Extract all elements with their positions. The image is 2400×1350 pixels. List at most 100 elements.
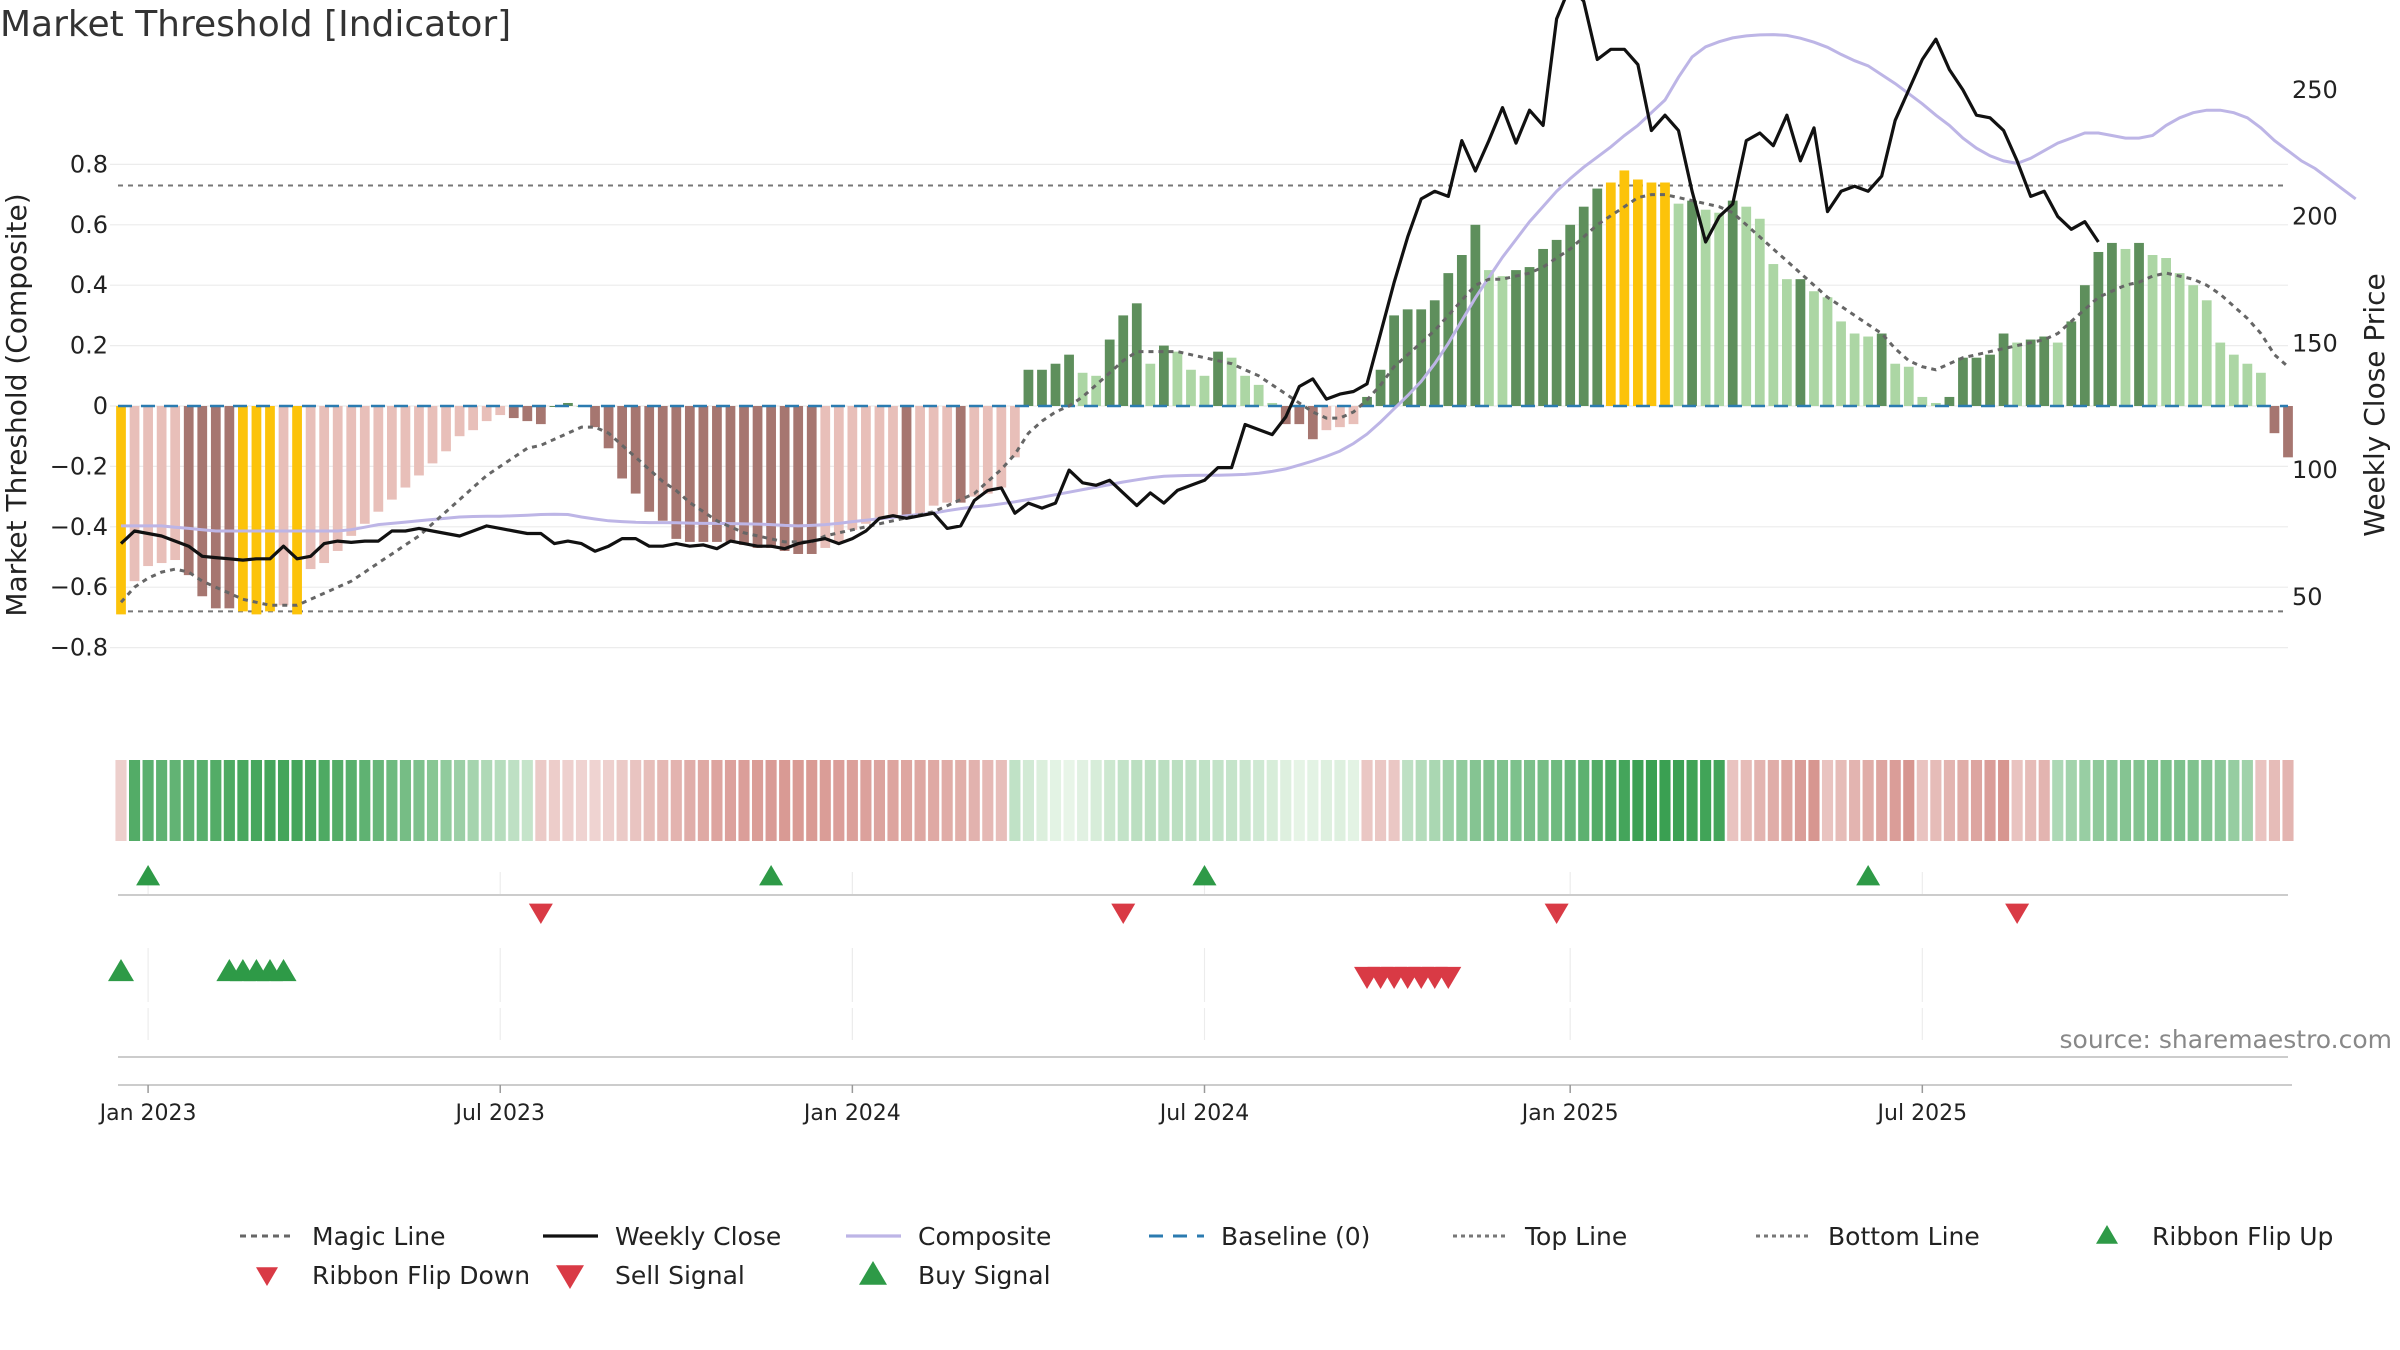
ribbon-cell xyxy=(711,760,723,841)
composite-bar xyxy=(928,406,939,506)
composite-bar xyxy=(1971,357,1982,406)
composite-bar xyxy=(1782,279,1792,406)
ribbon-cell xyxy=(1916,760,1928,841)
legend-triangle-up-icon xyxy=(2096,1225,2118,1244)
composite-bar xyxy=(1511,270,1521,406)
ribbon-cell xyxy=(982,760,994,841)
ribbon-cell xyxy=(589,760,601,841)
ribbon-cell xyxy=(1510,760,1522,841)
composite-bar xyxy=(1389,315,1399,406)
composite-bar xyxy=(1849,333,1860,406)
composite-bar xyxy=(129,406,140,582)
composite-bar xyxy=(1470,224,1481,406)
composite-bar xyxy=(861,406,871,524)
composite-bar xyxy=(752,406,763,548)
composite-bar xyxy=(1836,321,1846,406)
y-tick-label: 0.2 xyxy=(70,332,108,360)
ribbon-cell xyxy=(277,760,290,841)
buy-signal-marker xyxy=(108,959,134,982)
composite-bar xyxy=(1917,396,1928,406)
x-tick-label: Jan 2024 xyxy=(802,1101,901,1126)
legend-item: Composite xyxy=(846,1222,1051,1251)
composite-bar xyxy=(373,406,384,512)
y-right-tick-label: 200 xyxy=(2292,203,2338,231)
ribbon-cell xyxy=(1821,760,1834,841)
ribbon-cell xyxy=(1347,760,1360,841)
ribbon-cell xyxy=(1320,760,1332,841)
composite-bar xyxy=(1429,300,1440,406)
ribbon-cell xyxy=(1429,760,1441,841)
legend-label: Sell Signal xyxy=(615,1261,745,1290)
composite-bar xyxy=(332,406,343,551)
composite-bar xyxy=(2093,251,2104,406)
ribbon-cell xyxy=(2065,760,2077,841)
composite-bar xyxy=(1592,188,1603,406)
composite-bar xyxy=(400,406,411,488)
composite-bar xyxy=(1998,333,2009,406)
composite-bar xyxy=(2242,363,2253,406)
signal-rows xyxy=(108,865,2288,1058)
ribbon-cell xyxy=(1605,760,1617,841)
regime-ribbon xyxy=(115,760,2294,841)
ribbon-cell xyxy=(697,760,709,841)
ribbon-cell xyxy=(1564,760,1576,841)
composite-bar xyxy=(982,406,993,494)
ribbon-cell xyxy=(1537,760,1549,841)
ribbon-cell xyxy=(1672,760,1685,841)
ribbon-cell xyxy=(386,760,398,841)
legend-label: Weekly Close xyxy=(615,1222,781,1251)
composite-bar xyxy=(1199,375,1210,406)
sell-signal-marker xyxy=(1544,903,1569,924)
ribbon-cell xyxy=(2174,760,2186,841)
legend-label: Top Line xyxy=(1524,1222,1627,1251)
ribbon-cell xyxy=(1063,760,1075,841)
composite-bar xyxy=(847,406,858,530)
buy-signal-marker xyxy=(759,865,784,886)
composite-bar xyxy=(1876,333,1887,406)
composite-bar xyxy=(617,406,627,479)
ribbon-cell xyxy=(291,760,303,841)
ribbon-cell xyxy=(481,760,493,841)
composite-bar xyxy=(725,406,736,542)
legend-triangle-up-icon xyxy=(859,1261,887,1285)
ribbon-cell xyxy=(426,760,439,841)
legend-item: Bottom Line xyxy=(1756,1222,1980,1251)
ribbon-cell xyxy=(806,760,818,841)
y-tick-label: 0.8 xyxy=(70,150,108,178)
ribbon-cell xyxy=(846,760,858,841)
ribbon-cell xyxy=(1266,760,1278,841)
composite-bar xyxy=(1646,182,1657,406)
ribbon-cell xyxy=(1849,760,1861,841)
ribbon-cell xyxy=(1862,760,1874,841)
composite-bar xyxy=(2134,242,2144,406)
composite-bar xyxy=(1619,170,1630,406)
composite-bar xyxy=(779,406,790,551)
ribbon-cell xyxy=(1496,760,1509,841)
composite-bar xyxy=(671,406,682,539)
magic-line xyxy=(119,193,2289,607)
ribbon-cell xyxy=(318,760,330,841)
composite-bar xyxy=(549,406,560,407)
ribbon-cell xyxy=(724,760,737,841)
ribbon-cell xyxy=(1998,760,2010,841)
ribbon-cell xyxy=(1198,760,1211,841)
ribbon-cell xyxy=(1334,760,1346,841)
ribbon-cell xyxy=(995,760,1007,841)
ribbon-cell xyxy=(643,760,655,841)
composite-bar xyxy=(1605,182,1616,406)
composite-bar xyxy=(1985,354,1995,406)
composite-bar xyxy=(657,406,668,521)
right-axis-ticks: 30025020015010050 xyxy=(2292,76,2338,611)
ribbon-cell xyxy=(2092,760,2104,841)
ribbon-cell xyxy=(752,760,764,841)
ribbon-cell xyxy=(1253,760,1265,841)
composite-bar xyxy=(1633,179,1643,406)
series-lines xyxy=(119,0,2357,607)
composite-bar xyxy=(1524,267,1535,406)
ribbon-cell xyxy=(1185,760,1197,841)
ribbon-cell xyxy=(345,760,357,841)
composite-bar xyxy=(1944,396,1955,406)
composite-bar xyxy=(1375,369,1386,406)
composite-bar xyxy=(1700,209,1711,406)
y-right-tick-label: 150 xyxy=(2292,329,2338,357)
